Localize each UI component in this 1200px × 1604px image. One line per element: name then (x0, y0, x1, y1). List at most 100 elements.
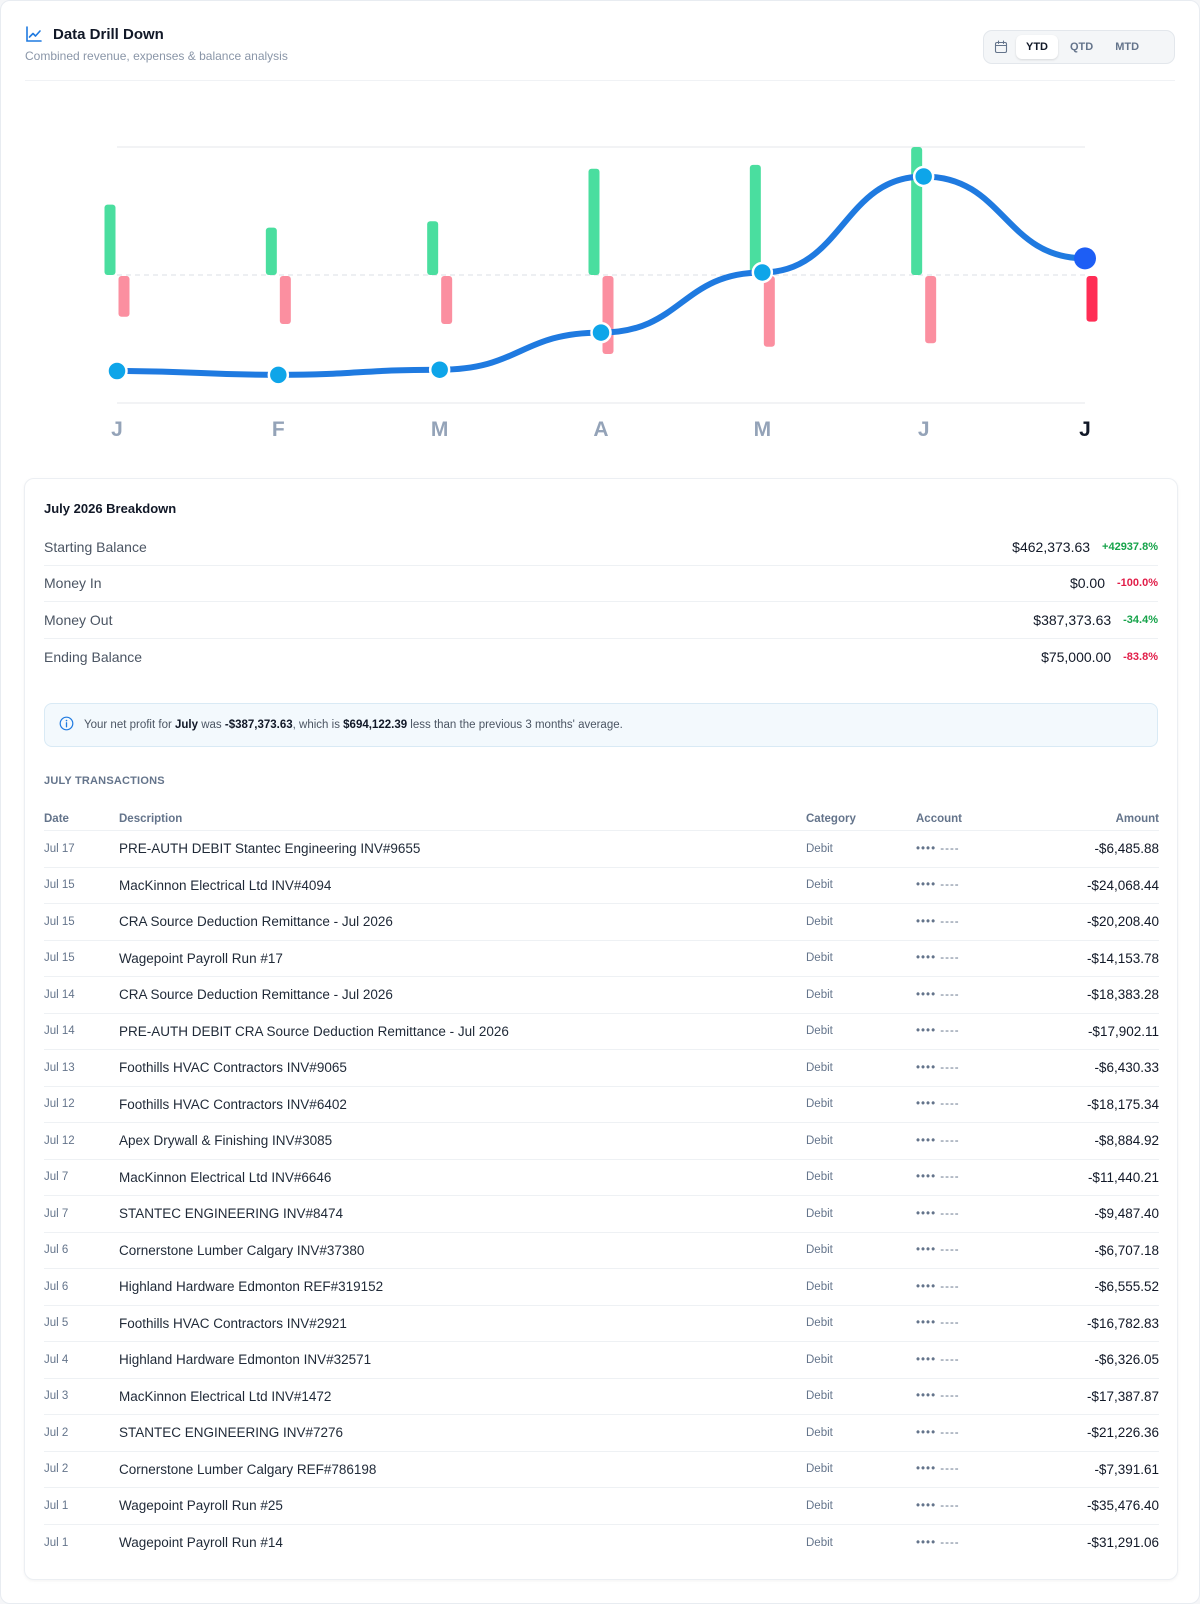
table-row[interactable]: Jul 2 Cornerstone Lumber Calgary REF#7861… (44, 1452, 1159, 1488)
breakdown-card: July 2026 Breakdown Starting Balance $46… (24, 478, 1178, 1580)
balance-point (751, 261, 774, 284)
transaction-description: Wagepoint Payroll Run #25 (119, 1498, 283, 1514)
transactions-heading: JULY TRANSACTIONS (44, 775, 165, 787)
x-axis-label: J (918, 418, 930, 441)
table-row[interactable]: Jul 14 CRA Source Deduction Remittance - … (44, 977, 1159, 1014)
transaction-category: Debit (806, 952, 833, 965)
transaction-category: Debit (806, 1280, 833, 1293)
transaction-account: •••• ---- (916, 988, 960, 1001)
transaction-date: Jul 3 (44, 1390, 69, 1403)
transaction-date: Jul 5 (44, 1317, 69, 1330)
transaction-category: Debit (806, 1536, 833, 1549)
transaction-amount: -$31,291.06 (1086, 1535, 1159, 1551)
balance-point (912, 165, 935, 188)
table-row[interactable]: Jul 2 STANTEC ENGINEERING INV#7276 Debit ••… (44, 1415, 1159, 1452)
transaction-category: Debit (806, 1134, 833, 1147)
transaction-account: •••• ---- (916, 952, 960, 965)
column-account[interactable]: Account (916, 812, 962, 825)
tab-qtd[interactable]: QTD (1070, 41, 1094, 53)
transaction-amount: -$17,902.11 (1087, 1023, 1159, 1039)
table-row[interactable]: Jul 12 Apex Drywall & Finishing INV#3085 D… (44, 1123, 1159, 1160)
transaction-date: Jul 15 (44, 952, 75, 965)
transaction-description: Highland Hardware Edmonton REF#319152 (119, 1279, 384, 1295)
balance-line (114, 173, 1088, 378)
x-axis-label: A (593, 418, 608, 441)
expense-bar (763, 276, 775, 347)
transaction-date: Jul 2 (44, 1426, 69, 1439)
transaction-description: Wagepoint Payroll Run #14 (119, 1535, 283, 1551)
column-date[interactable]: Date (44, 812, 69, 825)
column-description[interactable]: Description (119, 812, 183, 825)
transaction-category: Debit (806, 1061, 833, 1074)
transaction-date: Jul 14 (44, 1025, 75, 1038)
table-row[interactable]: Jul 4 Highland Hardware Edmonton INV#3257… (44, 1342, 1159, 1379)
table-row[interactable]: Jul 3 MacKinnon Electrical Ltd INV#1472 De… (44, 1379, 1159, 1415)
transaction-category: Debit (806, 842, 833, 855)
transaction-date: Jul 4 (44, 1353, 69, 1366)
transaction-account: •••• ---- (916, 1536, 960, 1549)
expense-bar (1086, 276, 1098, 322)
table-row[interactable]: Jul 6 Highland Hardware Edmonton REF#3191… (44, 1269, 1159, 1306)
table-row[interactable]: Jul 15 CRA Source Deduction Remittance - … (44, 904, 1159, 941)
summary-row: Money In $0.00 -100.0% (44, 566, 1158, 602)
table-row[interactable]: Jul 1 Wagepoint Payroll Run #25 Debit •••• … (44, 1488, 1159, 1525)
table-row[interactable]: Jul 13 Foothills HVAC Contractors INV#906… (44, 1050, 1159, 1087)
transaction-date: Jul 12 (44, 1134, 75, 1147)
balance-point (590, 321, 612, 344)
transaction-description: MacKinnon Electrical Ltd INV#4094 (119, 877, 332, 893)
income-bar (588, 168, 600, 275)
transaction-category: Debit (806, 1426, 833, 1439)
title-row: Data Drill Down (25, 25, 1175, 43)
column-category[interactable]: Category (806, 812, 856, 825)
breakdown-title: July 2026 Breakdown (44, 501, 177, 516)
transaction-category: Debit (806, 1390, 833, 1403)
table-row[interactable]: Jul 14 PRE-AUTH DEBIT CRA Source Deductio… (44, 1014, 1159, 1050)
column-amount[interactable]: Amount (1115, 812, 1159, 825)
transaction-amount: -$8,884.92 (1094, 1133, 1159, 1149)
transaction-category: Debit (806, 1098, 833, 1111)
x-axis-label: M (431, 418, 449, 441)
transaction-date: Jul 1 (44, 1536, 69, 1549)
table-row[interactable]: Jul 6 Cornerstone Lumber Calgary INV#3738… (44, 1233, 1159, 1269)
transaction-category: Debit (806, 1207, 833, 1220)
transaction-amount: -$35,476.40 (1086, 1498, 1159, 1514)
table-row[interactable]: Jul 17 PRE-AUTH DEBIT Stantec Engineering… (44, 831, 1159, 868)
transaction-description: Highland Hardware Edmonton INV#32571 (119, 1352, 372, 1368)
calendar-icon (988, 34, 1014, 60)
summary-row: Ending Balance $75,000.00 -83.8% (44, 639, 1158, 676)
transaction-account: •••• ---- (916, 1280, 960, 1293)
transaction-amount: -$21,226.36 (1086, 1425, 1159, 1441)
tab-ytd[interactable]: YTD (1016, 35, 1058, 59)
table-row[interactable]: Jul 7 STANTEC ENGINEERING INV#8474 Debit ••… (44, 1196, 1159, 1233)
balance-point (428, 358, 451, 381)
summary-change: -34.4% (1123, 613, 1158, 626)
transaction-date: Jul 17 (44, 842, 75, 855)
transaction-amount: -$6,430.33 (1094, 1060, 1159, 1076)
page-title: Data Drill Down (53, 25, 164, 43)
table-row[interactable]: Jul 1 Wagepoint Payroll Run #14 Debit •••• … (44, 1525, 1159, 1562)
transaction-account: •••• ---- (916, 1025, 960, 1038)
table-row[interactable]: Jul 15 MacKinnon Electrical Ltd INV#4094 D… (44, 868, 1159, 904)
table-row[interactable]: Jul 15 Wagepoint Payroll Run #17 Debit ••••… (44, 941, 1159, 977)
tab-mtd[interactable]: MTD (1115, 41, 1140, 53)
table-header: Date Description Category Account Amount (44, 807, 1159, 831)
transaction-category: Debit (806, 1499, 833, 1512)
transaction-amount: -$9,487.40 (1094, 1206, 1159, 1222)
transaction-amount: -$20,208.40 (1086, 914, 1159, 930)
transaction-account: •••• ---- (916, 1499, 960, 1512)
info-icon (59, 716, 74, 734)
transaction-description: Cornerstone Lumber Calgary INV#37380 (119, 1242, 365, 1258)
expense-bar (441, 276, 453, 324)
transaction-account: •••• ---- (916, 1390, 960, 1403)
transaction-amount: -$14,153.78 (1086, 950, 1159, 966)
transaction-account: •••• ---- (916, 1061, 960, 1074)
table-row[interactable]: Jul 7 MacKinnon Electrical Ltd INV#6646 De… (44, 1160, 1159, 1196)
transaction-date: Jul 13 (44, 1061, 75, 1074)
table-row[interactable]: Jul 5 Foothills HVAC Contractors INV#2921… (44, 1306, 1159, 1342)
transaction-account: •••• ---- (916, 1171, 960, 1184)
table-row[interactable]: Jul 12 Foothills HVAC Contractors INV#640… (44, 1087, 1159, 1123)
page-subtitle: Combined revenue, expenses & balance ana… (25, 49, 288, 63)
table-body: Jul 17 PRE-AUTH DEBIT Stantec Engineering… (44, 831, 1159, 1561)
